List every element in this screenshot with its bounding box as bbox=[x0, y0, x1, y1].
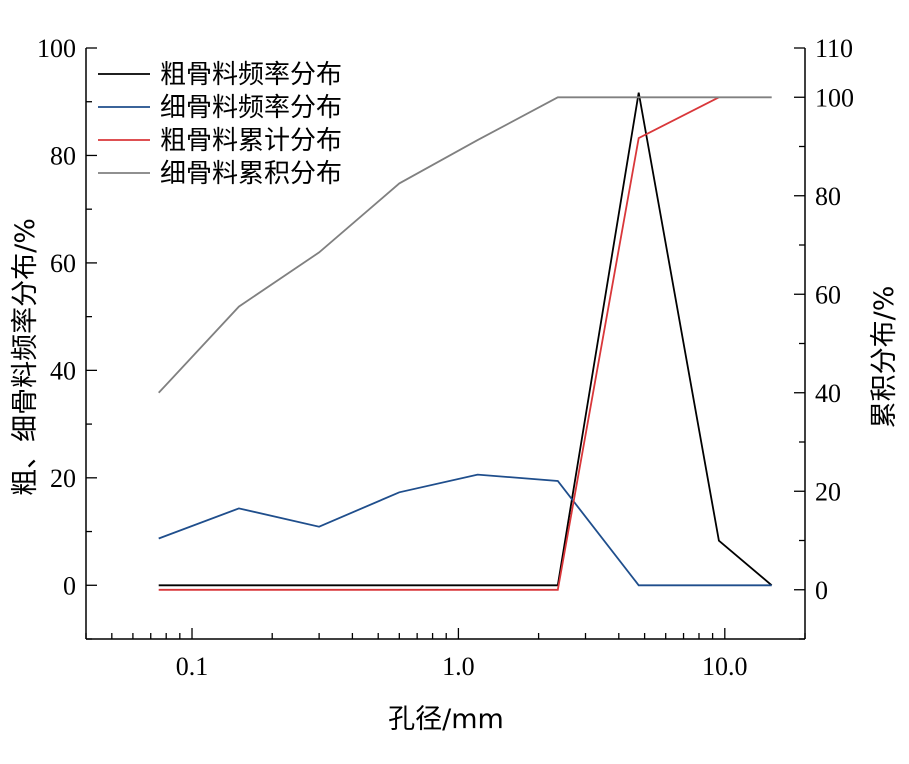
series-line-1 bbox=[158, 92, 773, 587]
y-right-tick-label: 0 bbox=[815, 576, 828, 605]
series-line-4 bbox=[158, 96, 772, 394]
x-tick-label: 0.1 bbox=[176, 652, 209, 681]
y-right-tick-label: 100 bbox=[815, 83, 854, 112]
y-left-tick-label: 80 bbox=[50, 141, 76, 170]
series-layer bbox=[158, 92, 773, 591]
y-right-tick-label: 20 bbox=[815, 477, 841, 506]
y-left-tick-label: 40 bbox=[50, 356, 76, 385]
legend-label-2: 细骨料频率分布 bbox=[160, 93, 342, 123]
y-axis-title-left: 粗、细骨料频率分布/% bbox=[10, 218, 41, 496]
axis-layer: 0 20 40 60 80 100 0 20 40 60 80 100 110 0.1 1.0 10.0 bbox=[37, 34, 854, 681]
y-right-tick-label: 80 bbox=[815, 182, 841, 211]
x-tick-label: 10.0 bbox=[702, 652, 748, 681]
y-left-tick-label: 60 bbox=[50, 249, 76, 278]
series-line-3 bbox=[158, 96, 720, 591]
y-left-tick-label: 100 bbox=[37, 34, 76, 63]
legend-label-4: 细骨料累积分布 bbox=[160, 159, 342, 189]
x-axis-title: 孔径/mm bbox=[388, 704, 504, 735]
y-axis-title-right: 累积分布/% bbox=[869, 286, 900, 429]
x-tick-label: 1.0 bbox=[442, 652, 475, 681]
y-right-tick-label: 40 bbox=[815, 379, 841, 408]
legend-label-3: 粗骨料累计分布 bbox=[160, 126, 342, 156]
series-line-2 bbox=[158, 473, 772, 587]
y-left-tick-label: 0 bbox=[63, 571, 76, 600]
legend-label-1: 粗骨料频率分布 bbox=[160, 60, 342, 90]
y-right-tick-label: 110 bbox=[815, 34, 853, 63]
y-right-tick-label: 60 bbox=[815, 280, 841, 309]
y-left-tick-label: 20 bbox=[50, 464, 76, 493]
